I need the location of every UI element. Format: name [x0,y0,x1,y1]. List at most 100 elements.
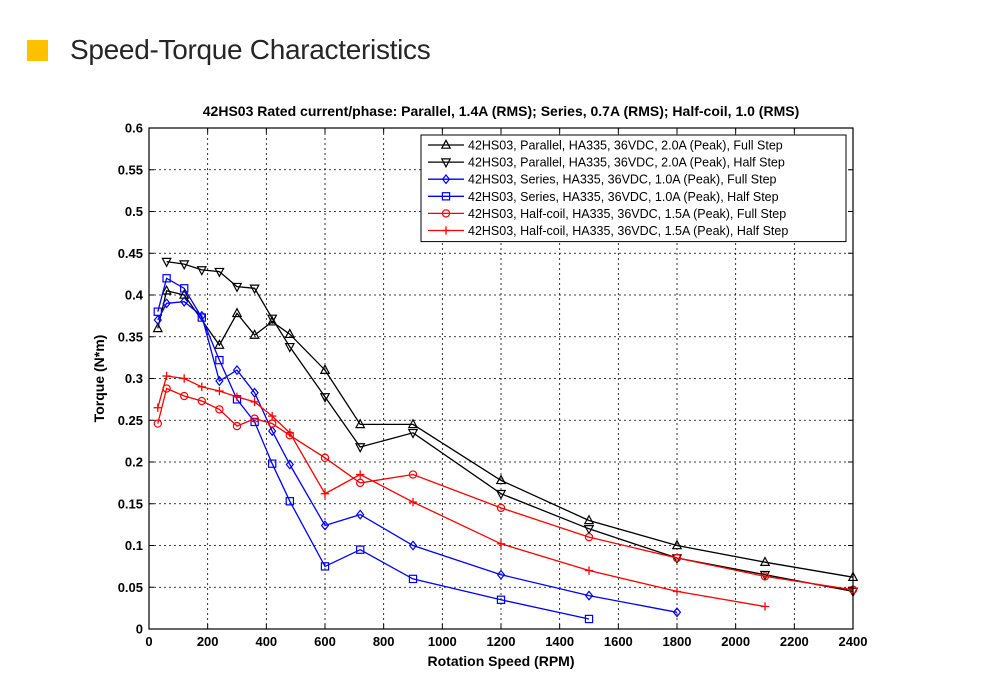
data-point [179,391,189,401]
data-point [197,382,206,392]
series-layer [152,257,859,624]
data-point [268,425,277,437]
data-point [496,503,506,513]
data-point [583,524,595,535]
data-point [179,260,190,271]
data-point [671,539,683,550]
data-point [180,296,189,307]
data-point [495,489,507,500]
x-tick-label: 1200 [487,634,516,649]
data-point [180,374,189,383]
data-point [496,595,506,604]
legend-box [420,134,847,243]
data-point [319,364,331,374]
data-point [268,411,277,421]
legend-marker [440,139,452,149]
data-point [356,509,365,520]
legend-entry: 42HS03, Parallel, HA335, 36VDC, 2.0A (Pe… [428,139,783,153]
data-point [197,313,206,322]
legend-label: 42HS03, Series, HA335, 36VDC, 1.0A (Peak… [468,173,777,187]
data-point [319,393,331,403]
data-point [232,421,242,431]
x-tick-label: 400 [255,634,277,649]
data-point [152,322,163,333]
legend-label: 42HS03, Parallel, HA335, 36VDC, 2.0A (Pe… [468,156,785,170]
data-point [249,284,260,295]
x-tick-label: 2400 [839,634,868,649]
data-point [285,428,294,437]
y-axis-label: Torque (N*m) [91,335,107,423]
x-tick-label: 600 [314,634,336,649]
data-point [214,339,225,349]
legend-marker [441,209,451,218]
y-tick-label: 0.35 [118,329,143,344]
data-point [162,371,171,381]
x-tick-label: 2200 [780,634,809,649]
data-point [407,418,419,429]
legend-marker [441,226,451,235]
data-point [249,329,260,339]
chart-title: 42HS03 Rated current/phase: Parallel, 1.… [203,103,799,119]
data-point [231,307,243,318]
data-point [320,489,330,498]
y-tick-label: 0.25 [118,413,143,428]
data-point [231,282,243,293]
data-point [197,396,206,406]
y-tick-label: 0.2 [125,455,143,470]
data-point [584,532,594,542]
data-point [153,307,162,316]
legend: 42HS03, Parallel, HA335, 36VDC, 2.0A (Pe… [420,134,847,243]
data-point [672,607,682,618]
x-tick-label: 1800 [663,634,692,649]
series-4 [153,274,594,624]
x-tick-label: 800 [373,634,395,649]
data-point [215,405,224,414]
legend-label: 42HS03, Half-coil, HA335, 36VDC, 1.5A (P… [468,207,786,221]
data-point [161,284,172,295]
page-header: Speed-Torque Characteristics [27,30,431,70]
y-tick-label: 0.6 [125,121,143,136]
y-tick-label: 0.4 [125,288,144,303]
data-point [284,342,295,353]
series-line [157,277,590,620]
data-point [760,602,770,611]
legend-entry: 42HS03, Parallel, HA335, 36VDC, 2.0A (Pe… [428,156,785,170]
y-tick-label: 0.15 [118,496,143,511]
data-point [407,428,419,439]
data-point [584,590,594,601]
data-point [215,375,224,387]
data-point [285,459,294,470]
data-point [495,474,507,485]
data-point [355,443,366,453]
data-point [268,459,277,468]
y-tick-label: 0.3 [125,371,143,386]
data-point [496,539,506,549]
data-point [760,572,770,581]
y-tick-label: 0.1 [125,538,143,553]
x-tick-label: 0 [145,634,152,649]
x-tick-label: 2000 [721,634,750,649]
y-tick-label: 0.05 [118,580,143,595]
data-point [232,364,242,376]
legend-entry: 42HS03, Half-coil, HA335, 36VDC, 1.5A (P… [428,224,788,238]
data-point [320,562,330,571]
data-point [408,497,418,507]
data-point [162,298,171,309]
series-3 [153,296,682,618]
data-point [583,514,595,525]
data-point [320,453,330,463]
data-point [214,267,225,278]
y-tick-label: 0.5 [125,204,143,219]
y-tick-label: 0.45 [118,246,143,261]
data-point [496,569,506,580]
data-point [408,574,418,584]
legend-entry: 42HS03, Series, HA335, 36VDC, 1.0A (Peak… [428,173,777,187]
data-point [232,392,242,402]
data-point [153,419,162,428]
data-point [759,556,771,567]
data-point [284,328,295,339]
legend-marker [441,192,451,201]
data-point [250,414,259,423]
x-axis-label: Rotation Speed (RPM) [428,653,575,669]
data-point [408,540,418,551]
